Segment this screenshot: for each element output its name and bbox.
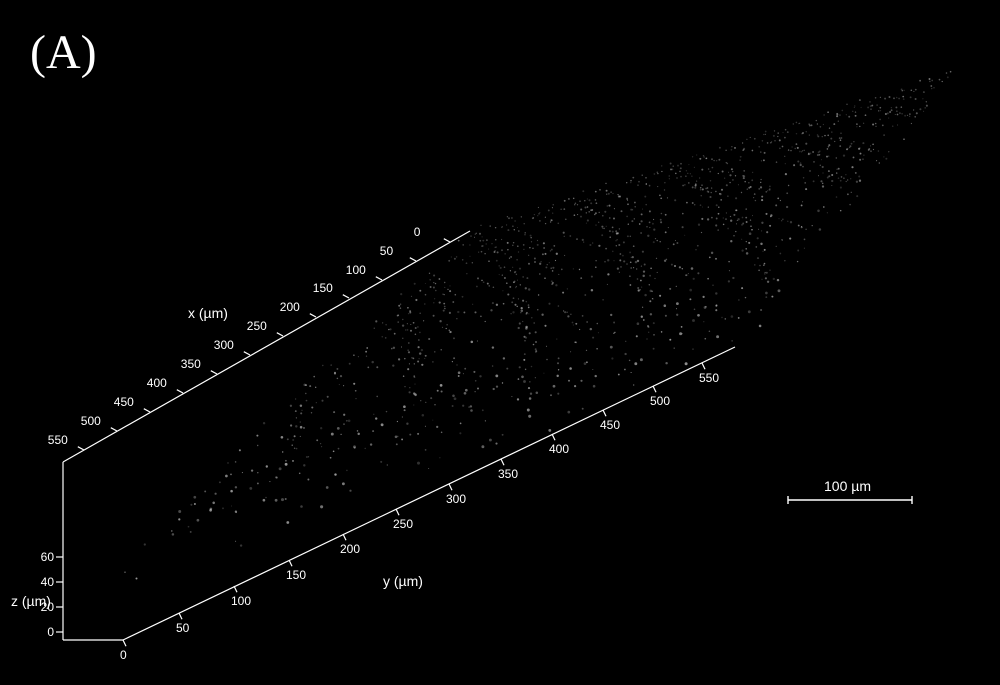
axis-label-x: x (µm)	[188, 305, 228, 321]
tick-label: 20	[41, 600, 54, 614]
particles-svg	[0, 0, 1000, 685]
tick-label: 300	[214, 338, 234, 352]
tick-label: 500	[81, 414, 101, 428]
tick-label: 550	[699, 371, 719, 385]
tick-label: 250	[393, 517, 413, 531]
tick-label: 50	[176, 621, 189, 635]
tick-label: 60	[41, 550, 54, 564]
tick-label: 550	[48, 433, 68, 447]
scale-bar-label: 100 µm	[824, 478, 871, 494]
tick-label: 350	[498, 467, 518, 481]
tick-label: 400	[549, 442, 569, 456]
tick-label: 40	[41, 575, 54, 589]
tick-label: 100	[231, 594, 251, 608]
tick-label: 300	[446, 492, 466, 506]
tick-label: 200	[280, 300, 300, 314]
tick-label: 450	[114, 395, 134, 409]
axis-label-y: y (µm)	[383, 573, 423, 589]
tick-label: 400	[147, 376, 167, 390]
tick-label: 250	[247, 319, 267, 333]
tick-label: 50	[380, 244, 393, 258]
stage: (A) x (µm) y (µm) z (µm) 100 µm 05010015…	[0, 0, 1000, 685]
tick-label: 0	[120, 648, 127, 662]
tick-label: 150	[313, 281, 333, 295]
tick-label: 350	[181, 357, 201, 371]
tick-label: 150	[286, 568, 306, 582]
tick-label: 200	[340, 542, 360, 556]
tick-label: 100	[346, 263, 366, 277]
tick-label: 500	[650, 394, 670, 408]
tick-label: 0	[47, 625, 54, 639]
tick-label: 0	[414, 225, 421, 239]
tick-label: 450	[600, 418, 620, 432]
